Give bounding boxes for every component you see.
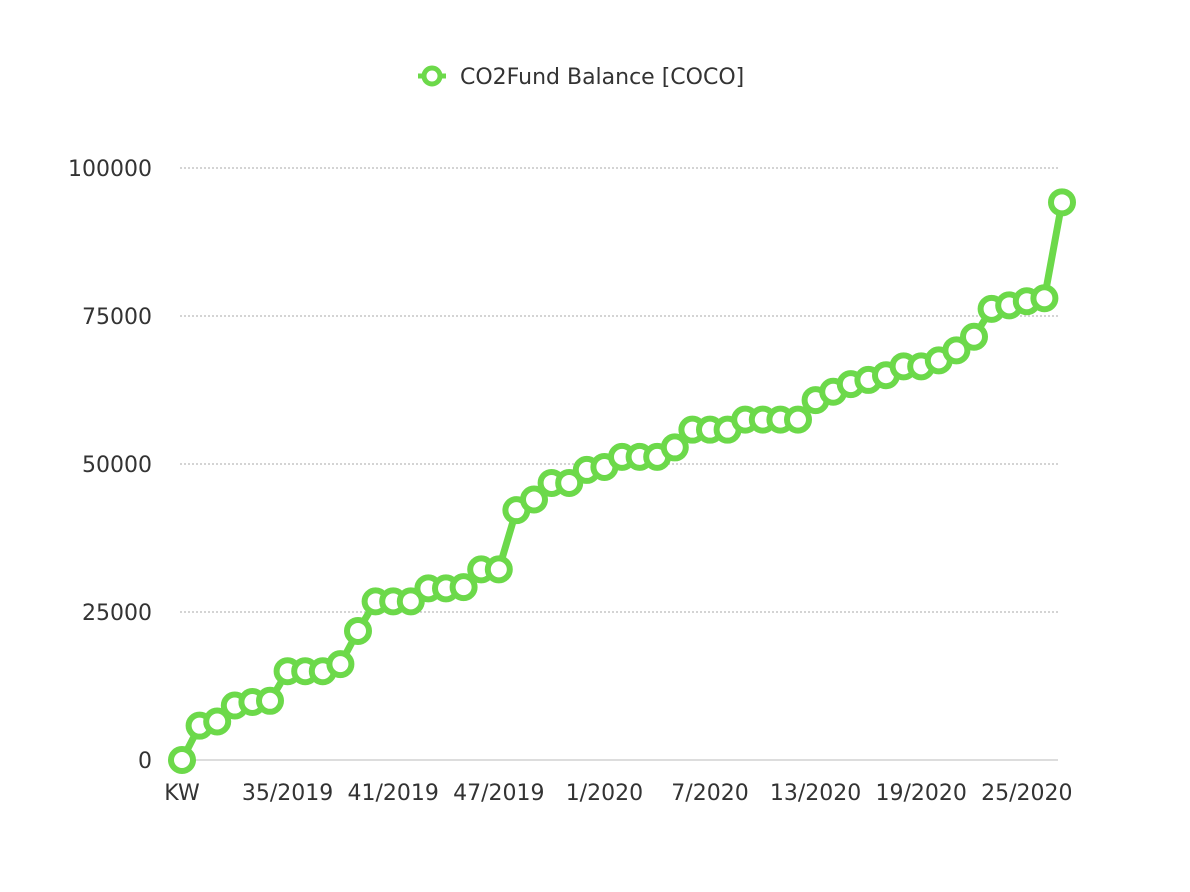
- data-point-0: [168, 746, 196, 774]
- data-point-10: [344, 616, 372, 645]
- data-point-49: [1030, 284, 1059, 313]
- legend[interactable]: CO2Fund Balance [COCO]: [418, 65, 744, 90]
- data-point-44: [942, 336, 971, 365]
- x-axis: KW 35/2019 41/2019 47/2019 1/2020 7/2020 13/20…: [164, 759, 1073, 806]
- data-point-5: [256, 686, 284, 715]
- x-tick-label-35-2019: 35/2019: [242, 781, 333, 806]
- legend-label: CO2Fund Balance [COCO]: [460, 65, 744, 90]
- data-point-2: [203, 707, 232, 736]
- x-tick-label-KW: KW: [164, 781, 200, 806]
- data-point-45: [960, 322, 988, 351]
- data-point-13: [396, 587, 425, 616]
- y-tick-label-75000: 75000: [82, 305, 152, 330]
- data-point-35: [784, 405, 812, 434]
- data-point-28: [660, 433, 689, 462]
- x-tick-label-19-2020: 19/2020: [875, 781, 966, 806]
- y-tick-label-0: 0: [138, 749, 152, 774]
- data-point-9: [326, 650, 355, 679]
- data-point-18: [484, 555, 513, 584]
- x-tick-label-13-2020: 13/2020: [770, 781, 861, 806]
- x-tick-label-7-2020: 7/2020: [671, 781, 748, 806]
- x-tick-label-1-2020: 1/2020: [566, 781, 643, 806]
- grid-lines: [180, 167, 1058, 613]
- legend-marker-icon: [421, 65, 443, 87]
- x-tick-label-47-2019: 47/2019: [453, 781, 544, 806]
- x-tick-label-25-2020: 25/2020: [981, 781, 1072, 806]
- data-point-20: [520, 485, 548, 514]
- series-co2fund-balance: [168, 188, 1076, 774]
- y-tick-label-50000: 50000: [82, 453, 152, 478]
- data-point-50: [1048, 188, 1076, 217]
- data-point-22: [555, 468, 584, 497]
- data-point-16: [449, 573, 478, 602]
- y-tick-label-100000: 100000: [68, 157, 152, 182]
- x-tick-label-41-2019: 41/2019: [347, 781, 438, 806]
- y-tick-label-25000: 25000: [82, 601, 152, 626]
- y-axis: 0 25000 50000 75000 100000: [68, 157, 152, 774]
